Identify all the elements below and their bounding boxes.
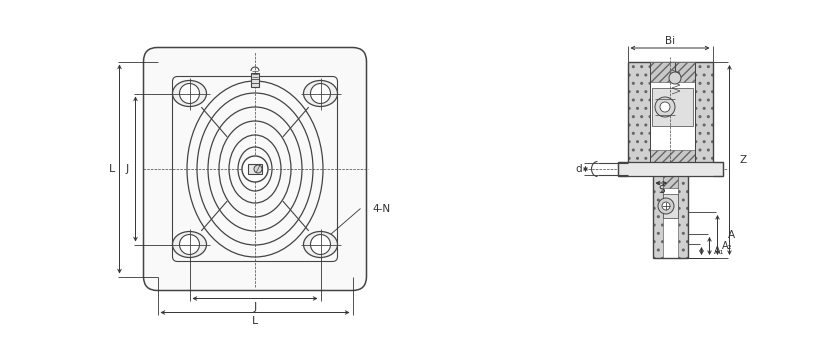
Ellipse shape: [304, 232, 338, 258]
Text: J: J: [254, 301, 256, 312]
Circle shape: [180, 235, 199, 255]
Bar: [651, 88, 693, 126]
Bar: [663, 194, 677, 218]
Circle shape: [254, 165, 262, 173]
Bar: [694, 62, 712, 162]
Text: 4-N: 4-N: [372, 203, 391, 214]
Text: Bi: Bi: [665, 36, 675, 46]
Ellipse shape: [172, 80, 206, 106]
Circle shape: [242, 156, 268, 182]
Ellipse shape: [172, 232, 206, 258]
Bar: [650, 150, 694, 162]
Text: S: S: [658, 185, 664, 195]
Bar: [650, 62, 694, 82]
Text: Z: Z: [739, 155, 747, 165]
Bar: [663, 176, 677, 188]
Bar: [618, 162, 722, 176]
Circle shape: [655, 97, 675, 117]
Circle shape: [180, 83, 199, 103]
Circle shape: [311, 83, 330, 103]
Bar: [653, 176, 663, 258]
Circle shape: [662, 202, 670, 210]
Circle shape: [658, 198, 674, 214]
FancyBboxPatch shape: [144, 48, 366, 290]
Text: A₂: A₂: [721, 241, 732, 251]
Circle shape: [311, 235, 330, 255]
Circle shape: [660, 102, 670, 112]
Bar: [251, 73, 259, 87]
Bar: [677, 176, 688, 258]
Ellipse shape: [304, 80, 338, 106]
Text: L: L: [252, 315, 258, 325]
Text: J: J: [126, 164, 129, 174]
Bar: [248, 164, 262, 174]
Text: d: d: [575, 164, 582, 174]
Circle shape: [669, 72, 681, 84]
Text: L: L: [109, 164, 114, 174]
Bar: [628, 62, 650, 162]
Text: A₁: A₁: [713, 246, 724, 256]
Text: A: A: [728, 230, 734, 240]
